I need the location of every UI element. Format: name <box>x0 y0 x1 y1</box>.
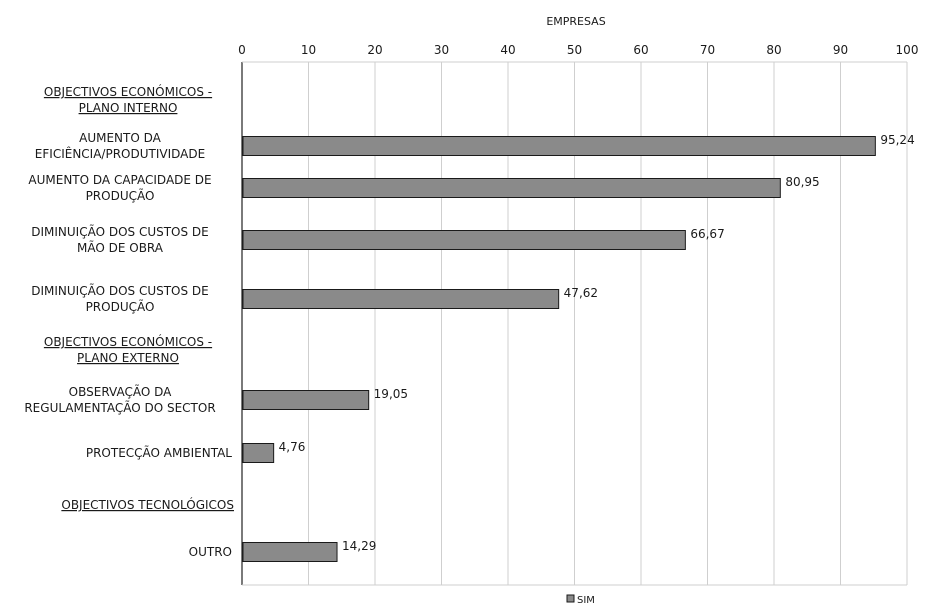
category-label: PROTECÇÃO AMBIENTAL <box>86 445 232 460</box>
x-tick-label: 10 <box>301 43 316 57</box>
bar-value-label: 66,67 <box>690 227 724 241</box>
bar <box>242 390 370 410</box>
x-tick-label: 0 <box>238 43 246 57</box>
bar <box>242 178 781 198</box>
category-label: DIMINUIÇÃO DOS CUSTOS DE PRODUÇÃO <box>31 283 209 314</box>
x-tick-label: 50 <box>567 43 582 57</box>
x-tick-label: 70 <box>700 43 715 57</box>
bar <box>242 136 876 156</box>
x-tick-label: 60 <box>633 43 648 57</box>
bar <box>242 289 560 309</box>
legend-swatch <box>566 594 575 603</box>
category-labels: OBJECTIVOS ECONÓMICOS -PLANO INTERNO AUME… <box>24 84 234 559</box>
category-label: AUMENTO DA EFICIÊNCIA/PRODUTIVIDADE <box>35 131 205 161</box>
bar <box>242 443 275 463</box>
bar-value-label: 80,95 <box>785 175 819 189</box>
bar-value-label: 14,29 <box>342 539 376 553</box>
category-group-header: OBJECTIVOS TECNOLÓGICOS <box>61 497 234 512</box>
bar-value-label: 4,76 <box>279 440 306 454</box>
legend: SIM <box>566 594 595 606</box>
category-label: OBSERVAÇÃO DA REGULAMENTAÇÃO DO SECTOR <box>24 384 215 415</box>
bar <box>242 230 686 250</box>
x-tick-label: 40 <box>500 43 515 57</box>
bars: 95,24 80,95 66,67 47,62 19,05 4,76 14,29 <box>242 133 915 562</box>
category-group-header: OBJECTIVOS ECONÓMICOS -PLANO INTERNO <box>44 84 212 115</box>
bar-value-label: 19,05 <box>374 387 408 401</box>
x-tick-label: 80 <box>766 43 781 57</box>
bar-value-label: 95,24 <box>880 133 914 147</box>
category-label: DIMINUIÇÃO DOS CUSTOS DE MÃO DE OBRA <box>31 224 209 255</box>
legend-label: SIM <box>577 595 595 606</box>
x-tick-label: 90 <box>833 43 848 57</box>
bar <box>242 542 338 562</box>
x-tick-label: 20 <box>367 43 382 57</box>
x-tick-label: 30 <box>434 43 449 57</box>
x-tick-label: 100 <box>896 43 919 57</box>
category-label: AUMENTO DA CAPACIDADE DE PRODUÇÃO <box>28 173 211 203</box>
category-group-header: OBJECTIVOS ECONÓMICOS -PLANO EXTERNO <box>44 334 212 365</box>
x-tick-labels: 0 10 20 30 40 50 60 70 80 90 100 <box>238 43 918 57</box>
bar-value-label: 47,62 <box>564 286 598 300</box>
category-label: OUTRO <box>189 545 232 559</box>
x-axis-label: EMPRESAS <box>546 15 605 28</box>
